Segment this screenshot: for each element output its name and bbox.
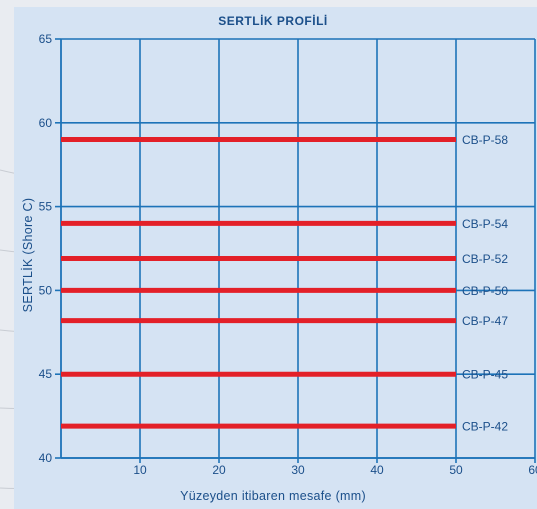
x-tick-label: 10 — [133, 463, 147, 477]
y-tick-label: 55 — [39, 200, 53, 214]
series-label: CB-P-58 — [462, 133, 508, 147]
x-tick-label: 20 — [212, 463, 226, 477]
y-tick-label: 40 — [39, 451, 53, 465]
series-label: CB-P-42 — [462, 420, 508, 434]
series-label: CB-P-54 — [462, 217, 508, 231]
axes: 40 45 50 55 60 65 10 20 30 40 50 60 — [39, 32, 537, 477]
series-labels: CB-P-58 CB-P-54 CB-P-52 CB-P-50 CB-P-47 CB-P-… — [462, 133, 508, 434]
series-lines — [61, 137, 456, 429]
x-tick-label: 60 — [528, 463, 537, 477]
y-tick-label: 45 — [39, 367, 53, 381]
series-label: CB-P-50 — [462, 284, 508, 298]
x-tick-label: 40 — [370, 463, 384, 477]
series-label: CB-P-52 — [462, 252, 508, 266]
grid — [61, 38, 536, 459]
y-tick-label: 60 — [39, 116, 53, 130]
x-tick-label: 50 — [449, 463, 463, 477]
series-label: CB-P-45 — [462, 368, 508, 382]
y-tick-label: 65 — [39, 32, 53, 46]
series-label: CB-P-47 — [462, 314, 508, 328]
y-tick-label: 50 — [39, 283, 53, 297]
x-axis-label: Yüzeyden itibaren mesafe (mm) — [180, 489, 366, 503]
y-axis-label: SERTLİK (Shore C) — [21, 198, 35, 313]
chart-title: SERTLİK PROFİLİ — [218, 13, 328, 28]
x-tick-label: 30 — [291, 463, 305, 477]
